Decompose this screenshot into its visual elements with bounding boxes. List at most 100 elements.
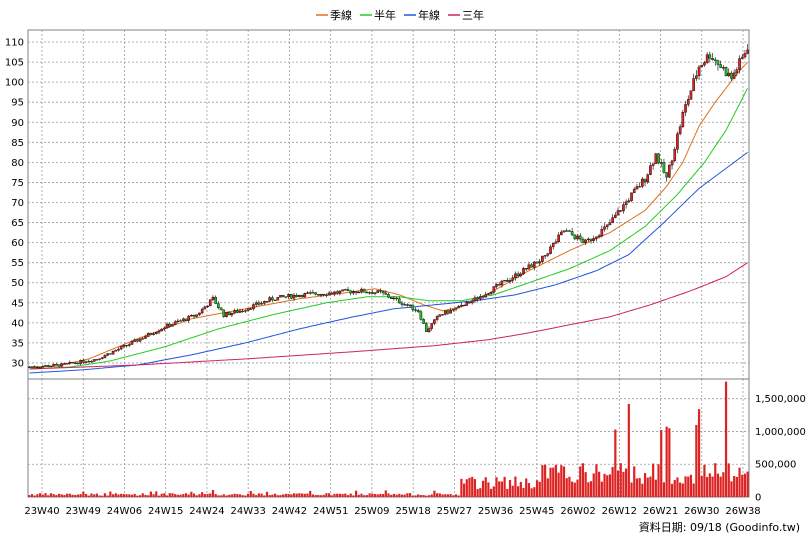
candle-body [589, 238, 593, 241]
volume-bar [171, 493, 174, 497]
volume-bar [295, 493, 298, 497]
volume-bar [481, 480, 485, 497]
candle-body [719, 64, 722, 68]
volume-bar [398, 493, 401, 497]
candle-body [730, 72, 733, 79]
volume-bar [414, 495, 417, 497]
candle-body [322, 293, 325, 296]
candle-body [422, 319, 425, 324]
candle-body [481, 296, 485, 298]
x-tick-label: 24W51 [313, 506, 348, 517]
price-tick-label: 100 [5, 78, 24, 89]
candle-body [246, 308, 250, 311]
candle-body [497, 284, 501, 286]
volume-bar [700, 476, 703, 497]
volume-bar [225, 495, 228, 497]
candle-body [198, 312, 201, 315]
candle-body [700, 64, 704, 68]
candle-body [560, 231, 563, 236]
volume-bar [503, 476, 506, 497]
volume-bar [527, 483, 531, 497]
candle-body [106, 353, 109, 356]
volume-bar [273, 493, 277, 497]
volume-bar [165, 495, 169, 497]
volume-bar [419, 495, 423, 497]
candle-body [403, 304, 407, 306]
candle-body [708, 54, 712, 59]
x-tick-label: 25W27 [437, 506, 472, 517]
volume-bar [554, 464, 558, 497]
volume-bar [95, 493, 98, 497]
legend-label-1: 半年 [374, 8, 396, 22]
x-tick-label: 26W38 [725, 506, 760, 517]
candle-body [49, 365, 53, 368]
candle-body [187, 315, 190, 321]
candle-body [427, 328, 431, 332]
candle-body [57, 364, 61, 367]
candle-body [568, 230, 571, 232]
price-tick-label: 85 [11, 138, 24, 149]
volume-bar [598, 471, 601, 497]
x-tick-label: 24W42 [272, 506, 307, 517]
volume-bar [255, 495, 258, 497]
price-tick-label: 70 [11, 198, 24, 209]
volume-bar [141, 493, 144, 497]
candle-body [565, 230, 569, 232]
candle-body [287, 294, 290, 297]
volume-bar [552, 467, 555, 497]
candle-body [738, 58, 741, 70]
candle-body [535, 261, 539, 264]
candle-body [289, 294, 293, 299]
candle-body [519, 273, 523, 277]
candle-body [524, 268, 528, 270]
candle-body [408, 304, 412, 306]
candle-body [641, 178, 644, 187]
candle-body [46, 365, 50, 367]
volume-bar [668, 428, 671, 497]
volume-tick-label: 1,000,000 [755, 427, 806, 438]
candle-body [608, 222, 612, 225]
price-tick-label: 110 [5, 38, 24, 49]
volume-grid [28, 379, 749, 497]
volume-bar [571, 481, 574, 497]
candle-body [673, 149, 677, 162]
volume-bar [627, 403, 630, 497]
candle-body [665, 172, 668, 178]
volume-bar [60, 494, 63, 497]
volume-bar [246, 493, 250, 497]
candle-body [314, 292, 317, 295]
candle-body [335, 291, 339, 294]
volume-bar [657, 464, 660, 497]
volume-bar [149, 491, 152, 497]
candle-body [643, 178, 647, 183]
legend-label-0: 季線 [330, 8, 352, 22]
volume-bar [268, 495, 271, 497]
candle-body [538, 261, 542, 264]
volume-bar [152, 494, 155, 497]
volume-bar [708, 473, 711, 497]
volume-bar [390, 494, 393, 497]
x-tick-label: 26W30 [684, 506, 719, 517]
candle-body [308, 292, 312, 294]
candle-body [389, 297, 393, 299]
candle-body [732, 72, 736, 79]
x-tick-label: 26W21 [643, 506, 678, 517]
x-tick-label: 25W18 [395, 506, 430, 517]
candle-body [233, 310, 236, 314]
volume-bar [611, 467, 614, 497]
candle-body [157, 330, 161, 333]
candle-body [36, 367, 39, 369]
candle-body [654, 153, 658, 164]
candle-body [668, 164, 671, 178]
candle-body [379, 290, 382, 292]
candle-body [171, 324, 174, 327]
candle-body [514, 273, 517, 279]
x-tick-label: 23W40 [24, 506, 59, 517]
volume-bar [128, 494, 131, 497]
volume-bar [276, 495, 279, 497]
volume-bar [449, 494, 452, 497]
candle-body [76, 362, 80, 364]
volume-bar [616, 470, 620, 497]
volume-bar [292, 493, 296, 497]
volume-bar [576, 479, 579, 497]
